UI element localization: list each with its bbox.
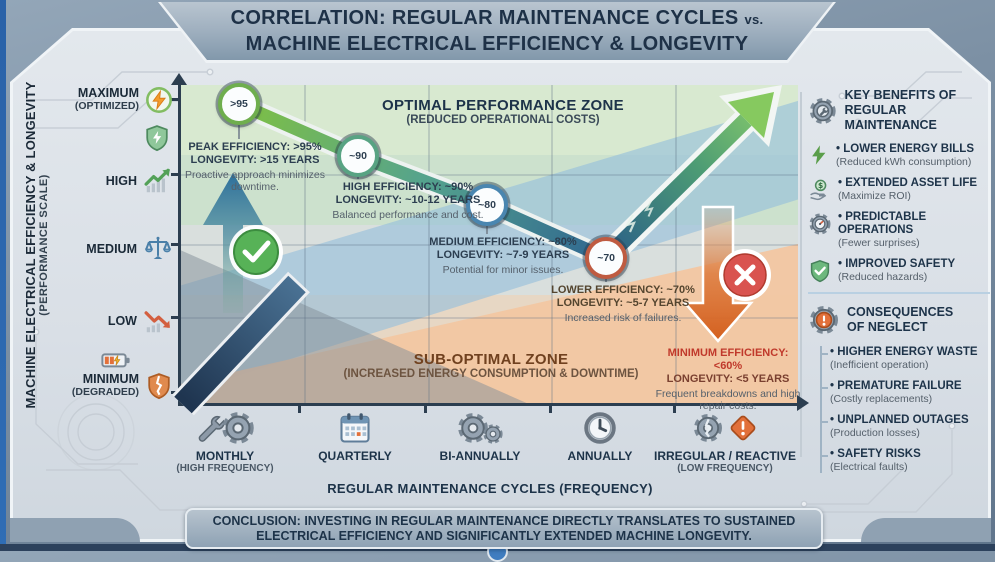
x-category-annually: ANNUALLY [525, 407, 675, 463]
sparkle-icon [644, 200, 654, 217]
conclusion-line1: CONCLUSION: INVESTING IN REGULAR MAINTEN… [212, 513, 796, 528]
lightning-circle-icon [145, 86, 173, 114]
y-level-minimum: MINIMUM (DEGRADED) [13, 372, 173, 400]
check-circle-icon [233, 229, 279, 275]
consequence-item: • UNPLANNED OUTAGES (Production losses) [820, 414, 990, 439]
broken-gear-icon [692, 412, 724, 444]
benefit-item: • LOWER ENERGY BILLS (Reduced kWh consump… [808, 143, 990, 168]
y-level-maximum: MAXIMUM (OPTIMIZED) [13, 86, 173, 114]
callout-lower-efficiency: LOWER EFFICIENCY: ~70% LONGEVITY: ~5-7 Y… [551, 284, 695, 324]
sparkle-icon [624, 214, 636, 233]
x-axis-arrowhead [797, 395, 809, 411]
conclusion-bar: CONCLUSION: INVESTING IN REGULAR MAINTEN… [185, 508, 823, 549]
clock-icon [582, 410, 618, 446]
consequence-item: • HIGHER ENERGY WASTE (Inefficient operat… [820, 346, 990, 371]
chart-graphics [172, 85, 782, 416]
navy-rising-arrow [174, 275, 306, 414]
y-level-medium: MEDIUM [13, 234, 173, 264]
gear-warning-icon [808, 304, 840, 336]
footer-shape-left [10, 518, 140, 542]
data-point-monthly: >95 [217, 83, 260, 126]
recovery-arrow-shaft [600, 114, 752, 264]
consequence-item: • PREMATURE FAILURE (Costly replacements) [820, 380, 990, 405]
sidebar-divider [800, 92, 802, 457]
calendar-icon [337, 410, 373, 446]
x-category-irregular: IRREGULAR / REACTIVE (LOW FREQUENCY) [645, 407, 805, 475]
chart-zones [181, 85, 798, 403]
callout-minimum-efficiency: MINIMUM EFFICIENCY: <60% LONGEVITY: <5 Y… [655, 347, 801, 412]
gear-wrench-icon [808, 95, 838, 127]
shield-check-icon [808, 259, 832, 283]
down-arrow [682, 205, 754, 343]
page-title-line2: MACHINE ELECTRICAL EFFICIENCY & LONGEVIT… [245, 33, 749, 55]
y-axis-arrowhead [171, 73, 187, 85]
x-axis-title: REGULAR MAINTENANCE CYCLES (FREQUENCY) [327, 481, 653, 496]
conclusion-line2: ELECTRICAL EFFICIENCY AND SIGNIFICANTLY … [256, 528, 752, 543]
chart-plot-area: >95 ~90 ~80 ~70 PEAK EFFICIENCY: >95% LO… [171, 83, 800, 416]
consequences-list: • HIGHER ENERGY WASTE (Inefficient operat… [820, 346, 990, 473]
y-level-low: LOW [13, 306, 173, 336]
data-point-biannually: ~80 [466, 183, 509, 226]
coin-hand-icon [808, 178, 832, 202]
warning-diamond-icon [727, 412, 759, 444]
consequence-item: • SAFETY RISKS (Electrical faults) [820, 448, 990, 473]
sidebar-section-divider [808, 292, 990, 294]
x-category-biannually: BI-ANNUALLY [405, 407, 555, 463]
x-category-monthly: MONTHLY (HIGH FREQUENCY) [150, 407, 300, 475]
sidebar: KEY BENEFITS OF REGULAR MAINTENANCE • LOW… [808, 88, 990, 482]
recovery-arrowhead [728, 92, 774, 138]
growth-chart-icon [143, 166, 173, 196]
efficiency-line [232, 97, 613, 265]
broken-shield-icon [145, 372, 173, 400]
footer-shape-right [861, 518, 991, 542]
callout-medium-efficiency: MEDIUM EFFICIENCY: ~80% LONGEVITY: ~7-9 … [429, 236, 577, 276]
title-vs: vs. [744, 12, 764, 27]
data-point-annually: ~70 [585, 236, 628, 279]
benefit-item: • PREDICTABLE OPERATIONS (Fewer surprises… [808, 211, 990, 249]
lightning-icon [808, 144, 830, 166]
consequences-heading: CONSEQUENCES OF NEGLECT [808, 304, 990, 336]
balance-scale-icon [143, 234, 173, 264]
benefit-item: • IMPROVED SAFETY (Reduced hazards) [808, 258, 990, 283]
x-category-quarterly: QUARTERLY [280, 407, 430, 463]
data-point-quarterly: ~90 [337, 134, 380, 177]
gear-icon [220, 410, 256, 446]
optimal-zone-label: OPTIMAL PERFORMANCE ZONE (REDUCED OPERAT… [382, 97, 624, 126]
benefit-item: • EXTENDED ASSET LIFE (Maximize ROI) [808, 177, 990, 202]
callout-high-efficiency: HIGH EFFICIENCY: ~90% LONGEVITY: ~10-12 … [332, 181, 484, 221]
shield-lightning-icon [143, 124, 171, 152]
benefits-heading: KEY BENEFITS OF REGULAR MAINTENANCE [808, 88, 990, 133]
gear-gauge-icon [808, 212, 832, 236]
gear-small-icon [482, 423, 504, 445]
y-level-high: HIGH [13, 166, 173, 196]
left-accent-strip [0, 0, 6, 551]
title-banner: CORRELATION: REGULAR MAINTENANCE CYCLES … [158, 2, 836, 63]
callout-peak-efficiency: PEAK EFFICIENCY: >95% LONGEVITY: >15 YEA… [184, 141, 326, 193]
decline-chart-icon [143, 306, 173, 336]
suboptimal-zone-label: SUB-OPTIMAL ZONE (INCREASED ENERGY CONSU… [343, 351, 639, 380]
page-title-line1: CORRELATION: REGULAR MAINTENANCE CYCLES … [230, 7, 764, 29]
